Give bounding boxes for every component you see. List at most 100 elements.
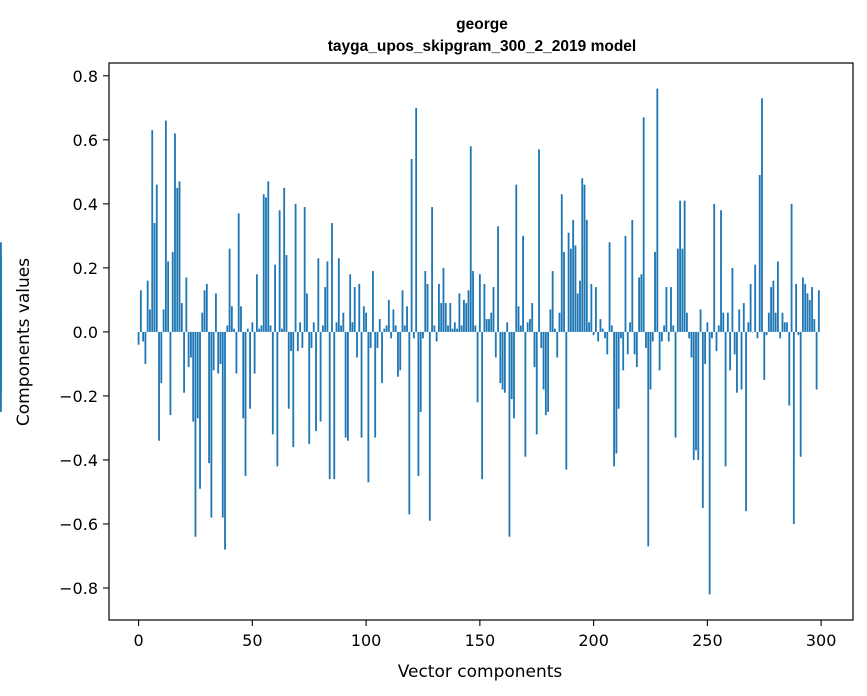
chart-subtitle: tayga_upos_skipgram_300_2_2019 model (328, 38, 636, 55)
bar-9 (158, 331, 160, 441)
bar-0 (137, 331, 140, 345)
bar-150 (478, 274, 481, 332)
bar-94 (351, 322, 354, 332)
bar-26 (196, 331, 199, 419)
bar-5 (149, 309, 151, 332)
bar-undefined (0, 331, 2, 348)
bar-57 (267, 181, 270, 332)
bar-183 (554, 328, 556, 332)
x-tick-label: 150 (465, 631, 496, 650)
bar-248 (701, 331, 704, 508)
bar-52 (255, 274, 258, 332)
bar-7 (153, 223, 156, 332)
bar-260 (729, 331, 732, 371)
bar-17 (176, 187, 179, 332)
bar-189 (567, 232, 570, 332)
bar-85 (331, 223, 333, 332)
bar-30 (205, 283, 208, 332)
bar-223 (645, 331, 647, 348)
x-axis-label: Vector components (398, 662, 563, 682)
y-tick-label: 0.6 (73, 131, 98, 150)
bar-101 (367, 331, 370, 483)
bar-36 (219, 331, 222, 364)
bar-247 (699, 309, 702, 332)
bar-64 (283, 187, 286, 332)
x-tick-label: 250 (692, 631, 723, 650)
bar-198 (588, 322, 590, 332)
bar-3 (144, 331, 147, 364)
bar-1 (139, 290, 142, 332)
bar-165 (513, 331, 515, 419)
bar-6 (151, 130, 154, 332)
bar-171 (526, 322, 529, 332)
bar-236 (674, 331, 677, 438)
bar-24 (192, 331, 195, 422)
bar-132 (438, 283, 440, 332)
bar-245 (695, 331, 697, 451)
bar-25 (194, 331, 197, 537)
bar-40 (228, 248, 231, 332)
bar-202 (597, 331, 600, 342)
bar-148 (474, 325, 477, 332)
bar-243 (690, 331, 693, 358)
bar-265 (740, 331, 743, 390)
bar-68 (292, 331, 295, 448)
bar-75 (308, 331, 311, 444)
bar-219 (635, 331, 638, 368)
bar-35 (217, 331, 220, 374)
bar-78 (315, 331, 317, 432)
bar-285 (786, 322, 788, 332)
y-axis-ticks: −0.8 −0.6 −0.4 −0.2 0.0 0.2 0.4 0.6 0.8 (59, 67, 109, 598)
bar-167 (517, 306, 520, 332)
bar-151 (481, 331, 484, 480)
bar-103 (372, 271, 374, 332)
x-tick-label: 0 (133, 631, 143, 650)
bar-undefined (0, 242, 2, 332)
bar-230 (660, 331, 663, 342)
bar-137 (449, 303, 452, 332)
bar-98 (360, 331, 363, 438)
bar-21 (185, 277, 188, 332)
bar-256 (720, 210, 722, 332)
bar-258 (724, 331, 727, 467)
bar-172 (529, 319, 531, 332)
bar-2 (142, 331, 145, 342)
bar-62 (278, 210, 281, 332)
bar-263 (736, 331, 738, 393)
chart-title: george (456, 16, 508, 33)
x-tick-label: 100 (351, 631, 382, 650)
bar-47 (244, 331, 247, 476)
bar-240 (683, 200, 686, 332)
bar-278 (770, 287, 772, 332)
bar-170 (524, 331, 527, 457)
bar-164 (510, 331, 513, 400)
bar-250 (706, 322, 709, 332)
bar-80 (319, 331, 322, 422)
bar-16 (174, 133, 176, 332)
bar-102 (369, 331, 372, 348)
bar-76 (310, 331, 313, 348)
bar-109 (385, 325, 388, 332)
bar-112 (392, 309, 395, 332)
bar-283 (781, 312, 784, 332)
bar-70 (296, 331, 299, 352)
bar-181 (549, 309, 552, 332)
bar-100 (365, 312, 368, 332)
bar-235 (672, 325, 675, 332)
bar-159 (499, 331, 502, 384)
bar-216 (629, 322, 631, 332)
bar-299 (817, 290, 820, 332)
bar-233 (667, 331, 670, 342)
bar-81 (321, 325, 324, 332)
bar-50 (251, 322, 254, 332)
bar-254 (715, 331, 718, 352)
x-tick-label: 200 (578, 631, 609, 650)
bar-143 (463, 299, 465, 332)
bar-145 (467, 290, 470, 332)
bar-59 (271, 331, 274, 435)
bar-281 (777, 261, 779, 332)
bar-29 (203, 290, 206, 332)
y-tick-label: −0.8 (59, 579, 98, 598)
bar-190 (569, 248, 572, 332)
bar-277 (767, 312, 770, 332)
